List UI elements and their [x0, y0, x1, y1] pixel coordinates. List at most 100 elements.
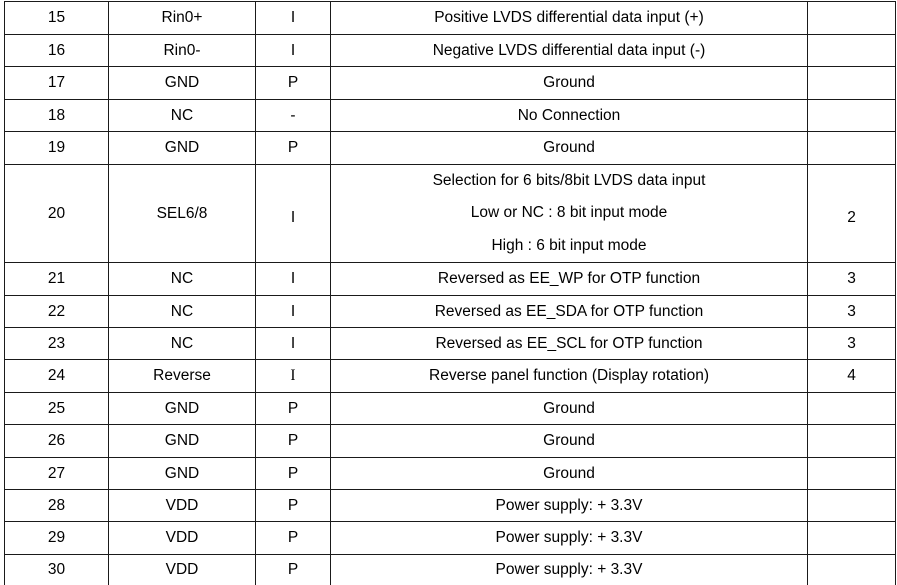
pin-note-cell: [807, 66, 896, 100]
pin-io-cell: P: [255, 521, 331, 555]
pin-number-cell: 16: [4, 33, 109, 68]
pin-io-cell: P: [255, 488, 331, 523]
pin-number-cell: 27: [4, 456, 109, 490]
pin-io-cell: P: [255, 553, 331, 585]
pin-note-cell: 3: [807, 262, 896, 296]
pin-io-cell: I: [255, 33, 331, 68]
description-line: Low or NC : 8 bit input mode: [470, 204, 668, 222]
table-row: 17 GND P Ground: [4, 66, 896, 100]
table-row: 26 GND P Ground: [4, 424, 896, 458]
pin-table-container: 15 Rin0+ I Positive LVDS differential data …: [4, 1, 896, 585]
pin-description-cell: Ground: [330, 424, 808, 458]
pin-symbol-cell: VDD: [108, 521, 256, 555]
pin-io-cell: P: [255, 424, 331, 458]
pin-number-cell: 21: [4, 262, 109, 296]
pin-symbol-cell: Rin0+: [108, 1, 256, 35]
pin-io-cell: I: [255, 163, 331, 264]
pin-description-cell: Ground: [330, 66, 808, 100]
pin-symbol-cell: NC: [108, 98, 256, 133]
pin-note-cell: 3: [807, 294, 896, 328]
pin-symbol-cell: GND: [108, 456, 256, 490]
pin-number-cell: 17: [4, 66, 109, 100]
description-line: Reversed as EE_SCL for OTP function: [435, 334, 703, 352]
pin-number-cell: 29: [4, 521, 109, 555]
pin-io-cell: I: [255, 326, 331, 361]
pin-symbol-cell: GND: [108, 66, 256, 100]
pin-description-cell: Reversed as EE_WP for OTP function: [330, 262, 808, 296]
pin-note-cell: [807, 553, 896, 585]
pin-symbol-cell: GND: [108, 424, 256, 458]
pin-note-cell: [807, 424, 896, 458]
pin-note-cell: 3: [807, 326, 896, 361]
pin-table-body: 15 Rin0+ I Positive LVDS differential data …: [4, 1, 896, 585]
pin-number-cell: 28: [4, 488, 109, 523]
pin-io-cell: P: [255, 456, 331, 490]
pin-io-cell: P: [255, 66, 331, 100]
pin-symbol-cell: NC: [108, 326, 256, 361]
table-row: 22 NC I Reversed as EE_SDA for OTP function…: [4, 294, 896, 328]
pin-symbol-cell: Rin0-: [108, 33, 256, 68]
pin-symbol-cell: GND: [108, 131, 256, 165]
description-line: Ground: [543, 432, 595, 450]
description-line: Ground: [543, 399, 595, 417]
pin-number-cell: 26: [4, 424, 109, 458]
pin-description-cell: Power supply: + 3.3V: [330, 488, 808, 523]
table-row: 24 Reverse I Reverse panel function (Displa…: [4, 359, 896, 393]
pin-number-cell: 19: [4, 131, 109, 165]
description-line: Reversed as EE_SDA for OTP function: [434, 302, 704, 320]
pin-symbol-cell: VDD: [108, 488, 256, 523]
pin-description-cell: No Connection: [330, 98, 808, 133]
pin-description-cell: Ground: [330, 391, 808, 426]
pin-description-cell: Reversed as EE_SDA for OTP function: [330, 294, 808, 328]
description-line: High : 6 bit input mode: [491, 236, 647, 254]
pin-note-cell: [807, 131, 896, 165]
pin-note-cell: [807, 391, 896, 426]
pin-description-cell: Selection for 6 bits/8bit LVDS data inpu…: [330, 163, 808, 264]
pin-note-cell: [807, 33, 896, 68]
table-row: 27 GND P Ground: [4, 456, 896, 490]
description-line: Power supply: + 3.3V: [495, 561, 643, 579]
description-line: Positive LVDS differential data input (+…: [434, 9, 704, 27]
pin-description-cell: Positive LVDS differential data input (+…: [330, 1, 808, 35]
pin-symbol-cell: GND: [108, 391, 256, 426]
description-line: Power supply: + 3.3V: [495, 496, 643, 514]
pin-note-cell: 4: [807, 359, 896, 393]
description-line: Power supply: + 3.3V: [495, 529, 643, 547]
description-line: Reversed as EE_WP for OTP function: [437, 270, 701, 288]
pin-number-cell: 24: [4, 359, 109, 393]
pin-description-cell: Negative LVDS differential data input (-…: [330, 33, 808, 68]
table-row: 25 GND P Ground: [4, 391, 896, 426]
table-row: 28 VDD P Power supply: + 3.3V: [4, 488, 896, 523]
pin-description-cell: Ground: [330, 456, 808, 490]
pin-description-cell: Reversed as EE_SCL for OTP function: [330, 326, 808, 361]
pin-description-cell: Ground: [330, 131, 808, 165]
pin-io-cell: I: [255, 359, 331, 393]
pin-number-cell: 20: [4, 163, 109, 264]
pin-number-cell: 23: [4, 326, 109, 361]
description-line: Selection for 6 bits/8bit LVDS data inpu…: [432, 171, 706, 189]
pin-io-cell: -: [255, 98, 331, 133]
pin-symbol-cell: VDD: [108, 553, 256, 585]
pin-description-cell: Power supply: + 3.3V: [330, 521, 808, 555]
pin-description-cell: Reverse panel function (Display rotation…: [330, 359, 808, 393]
pin-note-cell: [807, 456, 896, 490]
pin-description-table: 15 Rin0+ I Positive LVDS differential data …: [4, 1, 896, 585]
table-row: 18 NC - No Connection: [4, 98, 896, 133]
pin-symbol-cell: SEL6/8: [108, 163, 256, 264]
pin-symbol-cell: NC: [108, 262, 256, 296]
table-row: 20 SEL6/8 I Selection for 6 bits/8bit LVDS …: [4, 163, 896, 264]
description-line: No Connection: [517, 106, 621, 124]
table-row: 19 GND P Ground: [4, 131, 896, 165]
pin-number-cell: 18: [4, 98, 109, 133]
pin-description-cell: Power supply: + 3.3V: [330, 553, 808, 585]
pin-io-cell: I: [255, 1, 331, 35]
pin-number-cell: 25: [4, 391, 109, 426]
pin-io-cell: P: [255, 131, 331, 165]
pin-number-cell: 15: [4, 1, 109, 35]
description-line: Ground: [543, 464, 595, 482]
description-line: Ground: [543, 139, 595, 157]
pin-io-cell: I: [255, 294, 331, 328]
pin-note-cell: 2: [807, 163, 896, 264]
table-row: 29 VDD P Power supply: + 3.3V: [4, 521, 896, 555]
